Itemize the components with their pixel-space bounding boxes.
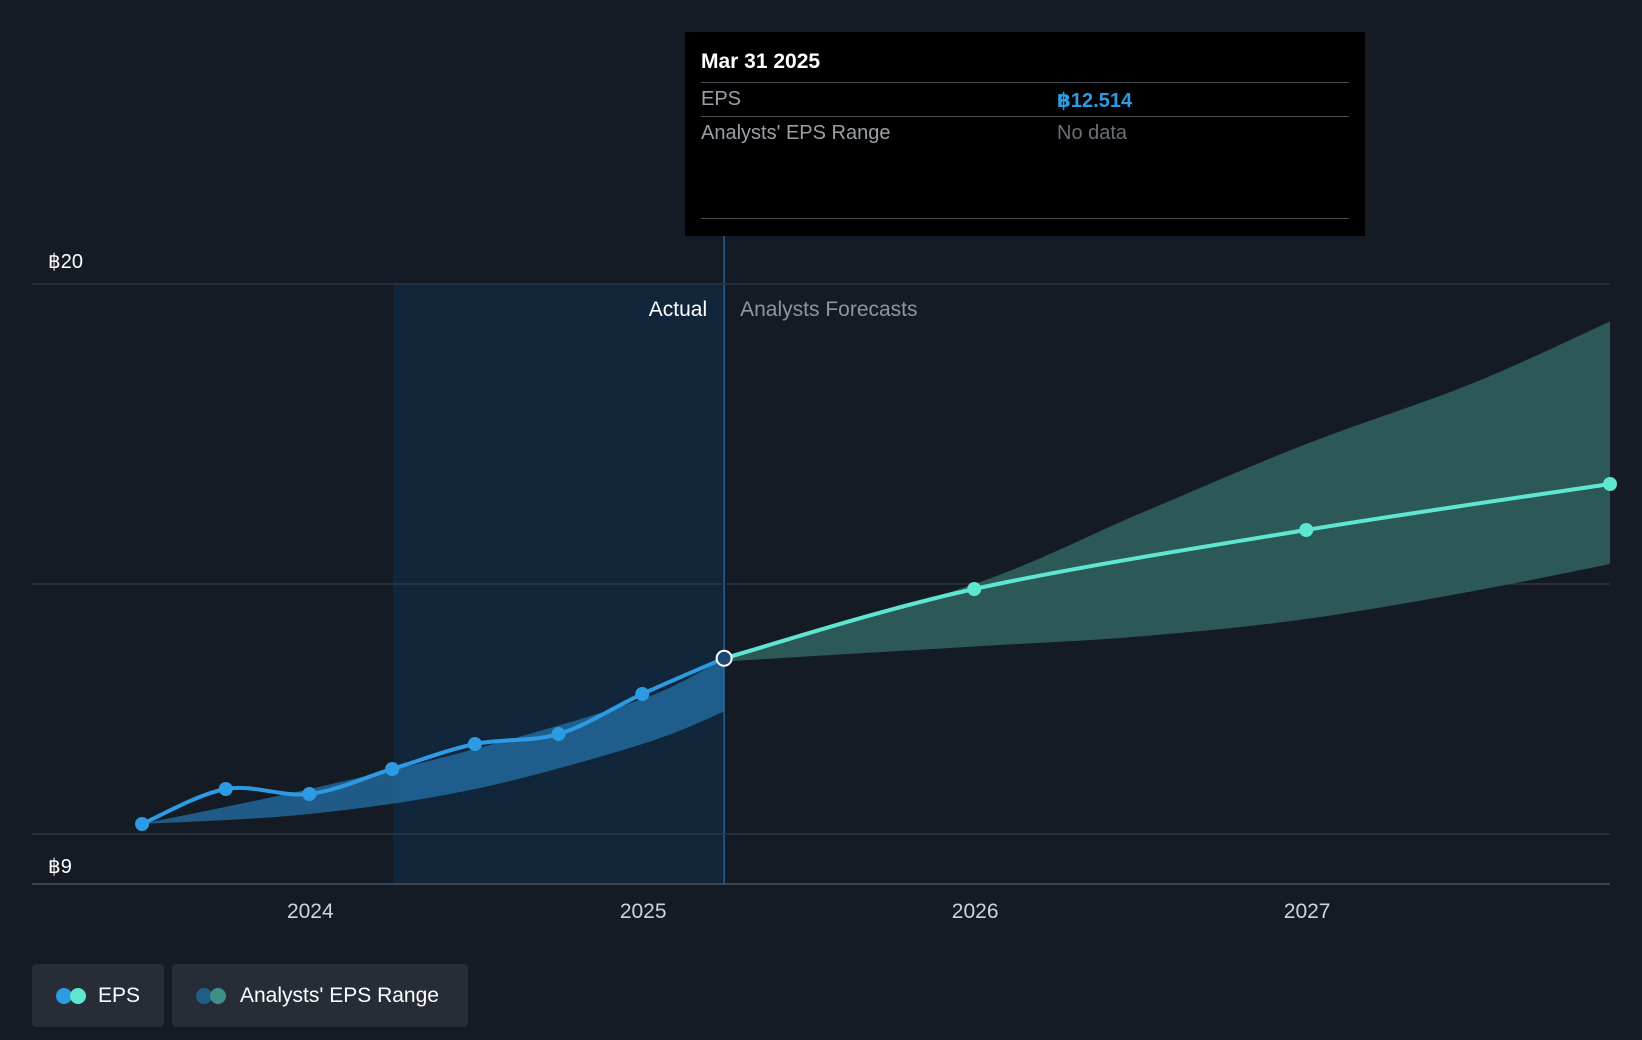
tooltip-divider	[701, 218, 1349, 219]
actual-eps-point[interactable]	[635, 687, 650, 701]
x-tick-label: 2026	[952, 900, 999, 923]
legend-item-eps[interactable]: EPS	[32, 964, 164, 1027]
forecast-eps-point[interactable]	[1299, 523, 1314, 537]
eps-range-legend-icon	[196, 987, 226, 1004]
forecast-eps-point[interactable]	[967, 582, 982, 596]
tooltip-range-label: Analysts' EPS Range	[701, 122, 891, 144]
actual-eps-point[interactable]	[218, 782, 233, 796]
forecast-eps-range-band	[724, 321, 1610, 662]
forecast-eps-point[interactable]	[1603, 477, 1617, 491]
actual-eps-point[interactable]	[551, 727, 566, 741]
actual-eps-line	[140, 656, 727, 826]
tooltip-date: Mar 31 2025	[701, 50, 821, 73]
tooltip-range-value: No data	[1057, 122, 1128, 144]
actual-eps-point[interactable]	[302, 787, 317, 801]
actual-eps-range-band	[142, 658, 725, 824]
legend-item-eps-range[interactable]: Analysts' EPS Range	[172, 964, 468, 1027]
actual-eps-point[interactable]	[135, 817, 150, 831]
actual-eps-point[interactable]	[467, 737, 482, 751]
tooltip-eps-value: ฿12.514	[1057, 90, 1133, 112]
x-tick-label: 2024	[287, 900, 334, 923]
x-tick-label: 2027	[1284, 900, 1331, 923]
eps-legend-icon	[56, 987, 86, 1004]
tooltip-divider	[701, 82, 1349, 83]
x-tick-label: 2025	[620, 900, 667, 923]
actual-eps-point[interactable]	[385, 762, 400, 776]
tooltip: Mar 31 2025 EPS ฿12.514 Analysts' EPS Ra…	[685, 32, 1365, 236]
y-axis-label: ฿9	[48, 856, 72, 878]
legend-label-eps-range: Analysts' EPS Range	[240, 983, 439, 1007]
tooltip-divider	[701, 116, 1349, 117]
selected-eps-point[interactable]	[715, 649, 733, 667]
forecast-region-label: Analysts Forecasts	[740, 298, 917, 321]
forecast-eps-line	[722, 482, 1612, 661]
y-axis-label: ฿20	[48, 251, 83, 273]
actual-region-label: Actual	[649, 298, 707, 321]
tooltip-eps-label: EPS	[701, 88, 742, 110]
legend-label-eps: EPS	[97, 983, 140, 1007]
